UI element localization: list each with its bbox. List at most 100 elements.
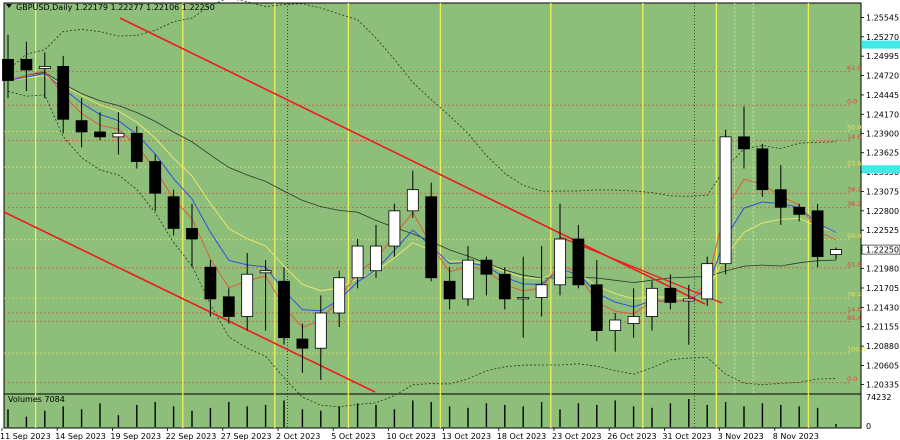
candle-body (462, 259, 474, 300)
candle-body (296, 338, 309, 349)
candle-body (112, 132, 125, 138)
date-tick-label: 2 Oct 2023 (276, 432, 320, 440)
price-tick-label: 1.21980 (866, 265, 899, 274)
indicator-lines (7, 0, 837, 408)
date-tick-label: 23 Oct 2023 (552, 432, 601, 440)
fib-levels: 0.0100.085.414.676.461.850.038.238.223.6… (4, 64, 866, 383)
candle-body (609, 319, 622, 331)
channel-lower-line (3, 211, 376, 393)
date-tick-label: 19 Sep 2023 (110, 432, 161, 440)
highlight-price-box (862, 40, 900, 49)
candle-body (2, 58, 14, 81)
last-price-marker: 1.22250 (861, 244, 900, 255)
candle-body (590, 284, 603, 331)
date-tick-label: 10 Oct 2023 (386, 432, 435, 440)
last-price-box (861, 244, 900, 255)
candle-body (793, 206, 806, 215)
date-tick-label: 11 Sep 2023 (0, 432, 51, 440)
price-tick-label: 1.25270 (866, 33, 899, 42)
candle-body (75, 120, 88, 133)
candle-body (406, 189, 419, 212)
candle-body (204, 266, 217, 300)
candle-body (259, 270, 272, 274)
candle-body (149, 161, 162, 194)
candle-body (314, 312, 327, 349)
volume-title: Volumes 7084 (8, 395, 65, 404)
date-tick-label: 13 Oct 2023 (442, 432, 491, 440)
price-tick-label: 1.20335 (866, 380, 899, 389)
candle-body (186, 228, 198, 240)
volume-bars (7, 399, 837, 427)
volume-max-label: 74232 (866, 393, 891, 402)
chart-menu-icon[interactable] (6, 4, 12, 8)
candle-body (57, 66, 70, 120)
fib-level-label: 38.2 (847, 186, 861, 194)
lower-band-line (7, 90, 837, 408)
price-tick-label: 1.20880 (866, 342, 899, 351)
date-tick-label: 27 Sep 2023 (221, 432, 272, 440)
candle-body (333, 277, 346, 314)
candle-body (682, 298, 695, 302)
candle-body (222, 296, 235, 317)
price-axis: 1.25545 1.25270 1.24995 1.24720 1.24445 1.241… (861, 13, 899, 389)
price-tick-label: 1.25545 (866, 13, 899, 22)
volume-panel (3, 393, 862, 429)
price-tick-label: 1.24170 (866, 110, 899, 119)
price-tick-label: 1.23625 (866, 149, 899, 158)
chart-title: GBPUSD,Daily 1.22179 1.22277 1.22106 1.2… (16, 3, 215, 12)
candle-body (811, 210, 824, 258)
candle-body (241, 273, 254, 317)
ema-red-line (7, 70, 837, 329)
candle-body (627, 316, 640, 324)
price-tick-label: 1.21155 (866, 323, 899, 332)
candle-body (646, 287, 658, 317)
fib-level-label: 38.2 (847, 200, 861, 208)
candle-body (480, 259, 493, 275)
candle-body (830, 249, 842, 255)
price-tick-label: 1.22800 (866, 207, 899, 216)
price-tick-label: 1.23075 (866, 187, 899, 196)
upper-band-line (7, 0, 837, 197)
candle-body (425, 196, 438, 279)
candle-body (443, 280, 456, 300)
candle-body (278, 280, 290, 339)
candle-body (94, 131, 106, 138)
date-tick-label: 18 Oct 2023 (497, 432, 546, 440)
date-tick-label: 26 Oct 2023 (607, 432, 656, 440)
date-tick-label: 3 Nov 2023 (718, 432, 764, 440)
trend-channel (3, 17, 723, 393)
fib-level-label: 100.0 (847, 346, 866, 354)
candle-body (130, 132, 143, 162)
trend-line (559, 236, 723, 304)
candle-body (20, 58, 33, 71)
fib-level-label: 0.0 (847, 375, 857, 383)
date-tick-label: 14 Sep 2023 (55, 432, 106, 440)
ema-blue-line (7, 72, 837, 312)
candle-body (370, 245, 382, 272)
candle-body (719, 136, 732, 265)
date-tick-label: 31 Oct 2023 (662, 432, 711, 440)
fib-level-label: 85.4 (847, 314, 861, 322)
fib-level-label: 61.8 (847, 260, 861, 268)
volume-zero-label: 0 (866, 422, 871, 431)
fib-level-label: 14.6 (847, 133, 861, 141)
candle-body (554, 238, 566, 286)
price-tick-label: 1.24995 (866, 52, 899, 61)
price-tick-label: 1.21705 (866, 284, 899, 293)
candle-body (167, 196, 180, 229)
fib-level-label: 50.0 (847, 232, 861, 240)
date-axis: 11 Sep 2023 14 Sep 2023 19 Sep 2023 22 Sep … (0, 428, 819, 440)
candle-body (535, 284, 548, 298)
candle-body (388, 210, 401, 247)
candle-body (664, 287, 677, 303)
candle-body (572, 238, 585, 286)
date-tick-label: 22 Sep 2023 (166, 432, 217, 440)
highlight-price-box (862, 165, 900, 174)
price-tick-label: 1.22525 (866, 226, 899, 235)
candle-body (517, 297, 530, 300)
candle-body (351, 245, 364, 279)
candle-body (756, 148, 769, 191)
date-tick-label: 8 Nov 2023 (773, 432, 819, 440)
fib-level-label: 50.0 (847, 124, 861, 132)
